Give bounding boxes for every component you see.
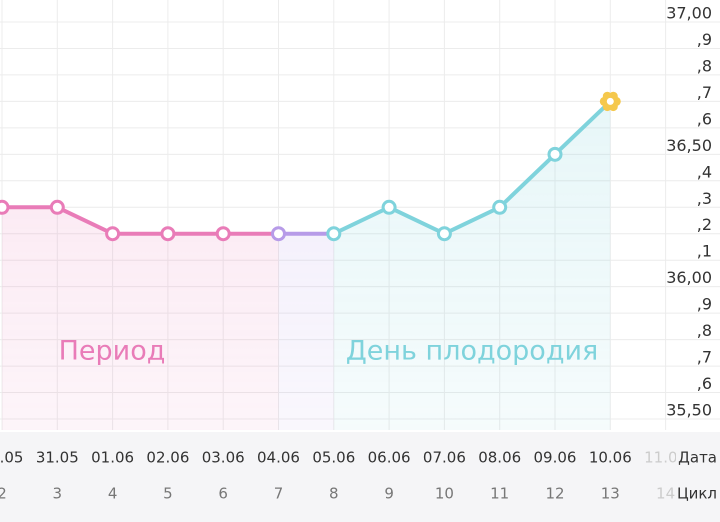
- date-label: 05.06: [312, 449, 355, 467]
- y-tick-label: 37,00: [666, 4, 712, 23]
- point: [271, 226, 286, 242]
- area-segment: [555, 101, 611, 431]
- cycle-day-label: 5: [163, 485, 173, 503]
- cycle-day-label: 13: [601, 485, 620, 503]
- date-label: 07.06: [423, 449, 466, 467]
- date-label: 03.06: [202, 449, 245, 467]
- point: [547, 146, 563, 162]
- date-label: 08.06: [478, 449, 521, 467]
- phase-label: Период: [59, 336, 166, 367]
- point: [105, 226, 121, 242]
- row-label-bg: [676, 440, 720, 516]
- date-label: 01.06: [91, 449, 134, 467]
- point: [215, 226, 231, 242]
- line-segment: [497, 152, 557, 210]
- y-tick-label: 36,50: [666, 136, 712, 155]
- point: [0, 199, 10, 215]
- phase-label: День плодородия: [346, 336, 599, 367]
- area-segment: [444, 207, 500, 430]
- flower-marker: [599, 91, 621, 112]
- date-label: 06.06: [368, 449, 411, 467]
- line-segment: [553, 99, 613, 157]
- area-segment: [223, 233, 279, 430]
- point: [436, 226, 452, 242]
- line-segment: [55, 205, 115, 236]
- point: [160, 226, 176, 242]
- y-tick-label: ,7: [697, 348, 712, 367]
- date-strip: [0, 432, 720, 522]
- line-segment: [387, 205, 447, 236]
- cycle-day-label: 14: [656, 485, 675, 503]
- area-segment: [499, 154, 555, 431]
- area-segment: [389, 207, 445, 430]
- y-tick-label: ,6: [697, 109, 712, 128]
- date-label: 02.06: [146, 449, 189, 467]
- area-segment: [112, 233, 168, 430]
- point: [49, 199, 65, 215]
- y-tick-label: ,1: [697, 242, 712, 261]
- date-label: 31.05: [36, 449, 79, 467]
- y-tick-label: 36,00: [666, 268, 712, 287]
- point: [492, 199, 508, 215]
- y-tick-label: ,4: [697, 162, 712, 181]
- line-segment: [331, 205, 392, 236]
- date-label: 10.06: [589, 449, 632, 467]
- date-label: 09.06: [534, 449, 577, 467]
- cycle-day-label: 8: [329, 485, 339, 503]
- area-segment: [278, 233, 334, 430]
- y-tick-label: 35,50: [666, 401, 712, 420]
- area-segment: [167, 233, 224, 430]
- cycle-day-label: 11: [490, 485, 509, 503]
- flower-center: [606, 97, 614, 105]
- cycle-day-label: 7: [274, 485, 284, 503]
- line-segment: [442, 205, 502, 236]
- point: [326, 226, 342, 242]
- point: [381, 199, 397, 215]
- cycle-day-label: 3: [53, 485, 63, 503]
- date-label: 30.05: [0, 449, 23, 467]
- row-label: Цикл: [677, 485, 717, 503]
- y-tick-label: ,7: [697, 83, 712, 102]
- cycle-day-label: 9: [384, 485, 394, 503]
- y-tick-label: ,8: [697, 56, 712, 75]
- area-segment: [2, 207, 58, 430]
- y-tick-label: ,2: [697, 215, 712, 234]
- cycle-day-label: 4: [108, 485, 118, 503]
- y-tick-label: ,8: [697, 321, 712, 340]
- y-tick-label: ,6: [697, 374, 712, 393]
- cycle-day-label: 6: [218, 485, 228, 503]
- area-segment: [57, 207, 113, 430]
- cycle-day-label: 12: [545, 485, 564, 503]
- date-label: 04.06: [257, 449, 300, 467]
- y-tick-label: ,9: [697, 30, 712, 49]
- cycle-day-label: 10: [435, 485, 454, 503]
- area-segment: [333, 207, 390, 430]
- y-tick-label: ,3: [697, 189, 712, 208]
- cycle-day-label: 2: [0, 485, 7, 503]
- row-label: Дата: [678, 449, 717, 467]
- y-tick-label: ,9: [697, 295, 712, 314]
